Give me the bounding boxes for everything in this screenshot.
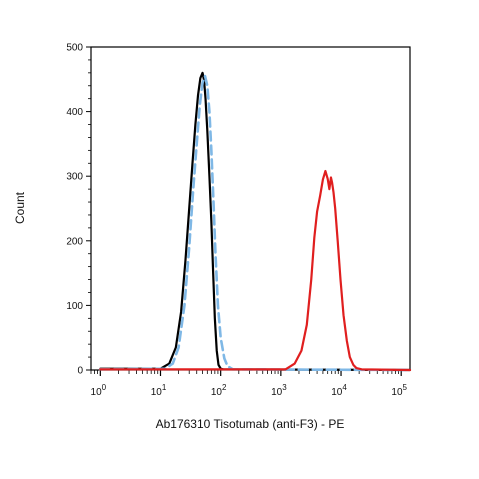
x-tick-label: 105 [391, 383, 407, 398]
x-axis: 100 101 102 103 104 105 [91, 370, 408, 398]
y-tick-label: 400 [66, 107, 83, 118]
y-tick-label: 100 [66, 301, 83, 312]
y-tick-label: 500 [66, 43, 83, 54]
x-tick-label: 101 [151, 383, 167, 398]
y-tick-label: 200 [66, 236, 83, 247]
plot-frame [90, 46, 411, 371]
series-line-1 [99, 71, 412, 372]
x-tick-label: 104 [331, 383, 347, 398]
y-axis: 0 100 200 300 400 500 [66, 43, 91, 377]
series-layer [99, 71, 412, 372]
series-line-2 [99, 74, 412, 372]
x-axis-title: Ab176310 Tisotumab (anti-F3) - PE [156, 417, 345, 431]
y-tick-label: 300 [66, 172, 83, 183]
x-tick-label: 102 [211, 383, 227, 398]
y-axis-title: Count [13, 191, 27, 224]
series-line-3 [99, 169, 412, 372]
y-tick-label: 0 [77, 366, 83, 377]
x-tick-label: 100 [91, 383, 107, 398]
x-tick-label: 103 [271, 383, 287, 398]
